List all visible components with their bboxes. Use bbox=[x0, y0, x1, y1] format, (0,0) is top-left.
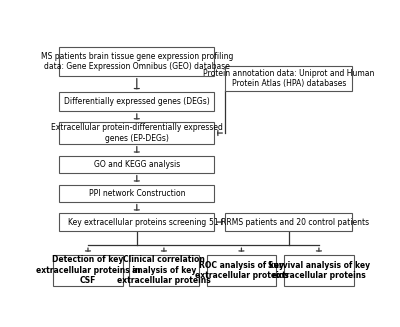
Text: Protein annotation data: Uniprot and Human
Protein Atlas (HPA) databases: Protein annotation data: Uniprot and Hum… bbox=[203, 69, 374, 88]
Text: ROC analysis of key
extracellular proteins: ROC analysis of key extracellular protei… bbox=[194, 261, 288, 280]
FancyBboxPatch shape bbox=[59, 47, 214, 76]
FancyBboxPatch shape bbox=[59, 92, 214, 111]
FancyBboxPatch shape bbox=[59, 184, 214, 202]
FancyBboxPatch shape bbox=[225, 66, 352, 91]
Text: GO and KEGG analysis: GO and KEGG analysis bbox=[94, 160, 180, 169]
Text: Clinical correlation
analysis of key
extracellular proteins: Clinical correlation analysis of key ext… bbox=[117, 255, 211, 285]
FancyBboxPatch shape bbox=[225, 214, 352, 231]
Text: Key extracellular proteins screening: Key extracellular proteins screening bbox=[68, 217, 206, 227]
FancyBboxPatch shape bbox=[59, 156, 214, 173]
Text: PPI network Construction: PPI network Construction bbox=[88, 189, 185, 198]
FancyBboxPatch shape bbox=[59, 122, 214, 144]
FancyBboxPatch shape bbox=[129, 254, 199, 286]
FancyBboxPatch shape bbox=[53, 254, 123, 286]
FancyBboxPatch shape bbox=[206, 254, 276, 286]
Text: MS patients brain tissue gene expression profiling
data: Gene Expression Omnibus: MS patients brain tissue gene expression… bbox=[41, 52, 233, 71]
Text: 51 RRMS patients and 20 control patients: 51 RRMS patients and 20 control patients bbox=[209, 217, 369, 227]
Text: Survival analysis of key
extracellular proteins: Survival analysis of key extracellular p… bbox=[268, 261, 370, 280]
FancyBboxPatch shape bbox=[284, 254, 354, 286]
FancyBboxPatch shape bbox=[59, 214, 214, 231]
Text: Differentially expressed genes (DEGs): Differentially expressed genes (DEGs) bbox=[64, 97, 210, 106]
Text: Extracellular protein-differentially expressed
genes (EP-DEGs): Extracellular protein-differentially exp… bbox=[51, 123, 223, 143]
Text: Detection of key
extracellular proteins in
CSF: Detection of key extracellular proteins … bbox=[36, 255, 140, 285]
